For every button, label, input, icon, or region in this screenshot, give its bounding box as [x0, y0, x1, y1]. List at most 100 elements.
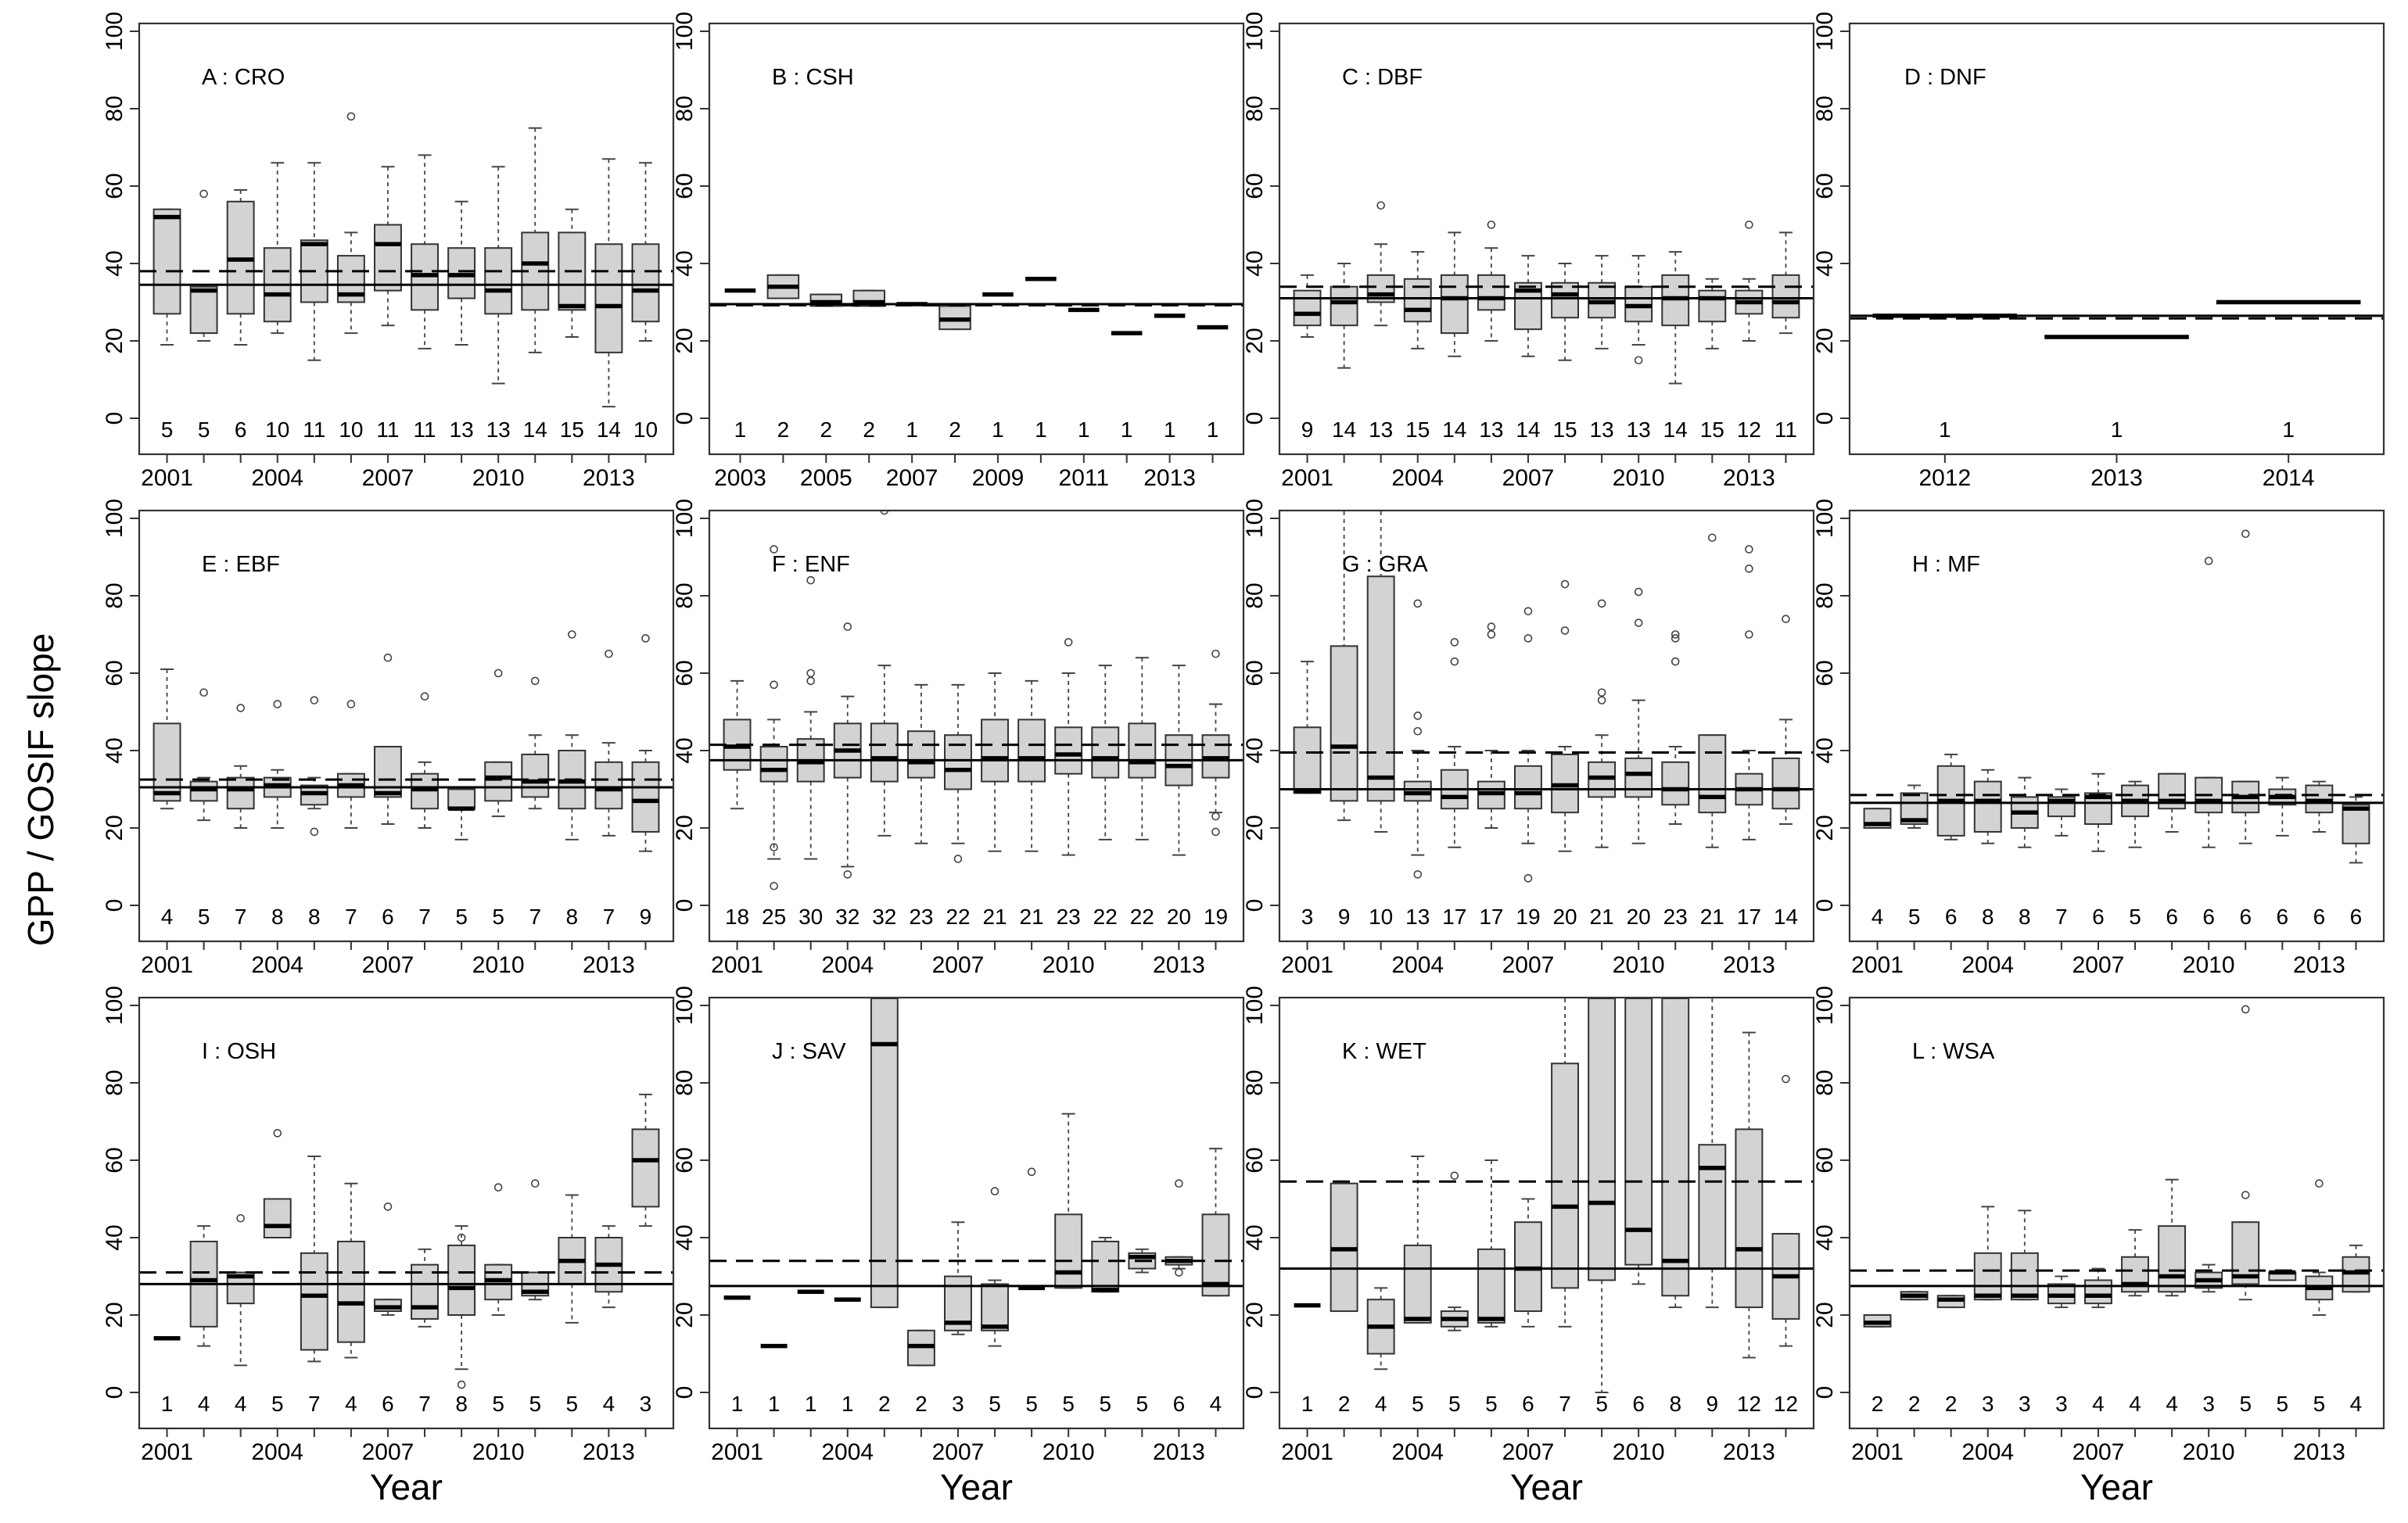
iqr-box [1661, 761, 1690, 806]
x-tick-label: 2010 [1613, 952, 1665, 978]
box-L-2012 [2268, 1270, 2297, 1281]
box-A-2006 [336, 112, 365, 335]
count-label-K-2005: 5 [1448, 1392, 1461, 1416]
box-E-2004 [263, 700, 292, 829]
count-label-J-2001: 1 [731, 1392, 744, 1416]
count-label-B-2006: 2 [863, 417, 875, 442]
box-G-2011 [1661, 630, 1690, 826]
count-label-A-2010: 13 [486, 417, 511, 442]
box-J-2008 [981, 1187, 1009, 1347]
y-tick-label: 80 [672, 582, 698, 608]
box-A-2014 [631, 162, 660, 342]
outlier-point [1745, 564, 1753, 573]
x-tick-label: 2013 [1723, 465, 1775, 491]
count-label-I-2010: 5 [492, 1392, 504, 1416]
x-tick-label: 2010 [2183, 1439, 2235, 1465]
panels-group: 5 5 6 10 11 10 11 11 13 13 14 15 14 10A : CRO02040608… [102, 12, 2385, 1465]
outlier-point [1413, 870, 1423, 879]
box-C-2013 [1735, 220, 1764, 342]
box-A-2011 [521, 127, 550, 353]
count-label-F-2002: 25 [762, 905, 786, 929]
y-tick-label: 40 [1812, 737, 1838, 763]
outlier-point [1523, 634, 1533, 643]
y-tick-label: 60 [102, 173, 127, 199]
y-tick-label: 100 [102, 499, 127, 538]
count-label-I-2001: 1 [161, 1392, 174, 1416]
outlier-point [383, 653, 393, 662]
panel-frame-K [1278, 996, 1815, 1430]
iqr-box [1551, 281, 1579, 319]
count-label-F-2006: 23 [909, 905, 933, 929]
count-label-I-2013: 4 [603, 1392, 615, 1416]
count-label-I-2005: 7 [308, 1392, 321, 1416]
box-E-2008 [411, 692, 439, 829]
iqr-box [1293, 289, 1322, 327]
x-tick-label: 2007 [1502, 1439, 1555, 1465]
count-label-I-2002: 4 [198, 1392, 210, 1416]
box-L-2001 [1863, 1314, 1892, 1328]
box-K-2002 [1330, 1182, 1358, 1313]
count-label-H-2008: 5 [2129, 905, 2141, 929]
count-label-C-2008: 15 [1552, 417, 1577, 442]
x-tick-label: 2001 [1281, 952, 1333, 978]
x-tick-label: 2010 [1043, 1439, 1095, 1465]
iqr-box [411, 1263, 439, 1320]
iqr-box [1698, 289, 1727, 323]
iqr-box [981, 718, 1009, 783]
iqr-box [1624, 998, 1653, 1266]
iqr-box [1661, 998, 1690, 1297]
count-label-G-2007: 19 [1516, 905, 1540, 929]
iqr-box [870, 998, 899, 1309]
iqr-box [1624, 757, 1653, 798]
count-label-I-2012: 5 [566, 1392, 579, 1416]
count-label-G-2010: 20 [1627, 905, 1651, 929]
box-H-2007 [2084, 772, 2112, 852]
box-B-2004 [766, 274, 800, 299]
box-H-2011 [2231, 529, 2260, 844]
count-label-G-2011: 23 [1663, 905, 1688, 929]
box-J-2014 [1201, 1148, 1230, 1297]
count-label-K-2007: 6 [1522, 1392, 1534, 1416]
iqr-box [594, 761, 623, 810]
x-tick-label: 2013 [2293, 952, 2345, 978]
count-label-A-2008: 11 [413, 417, 436, 442]
box-C-2011 [1661, 251, 1690, 385]
plot-area-J [709, 998, 1243, 1367]
y-tick-label: 0 [102, 412, 127, 425]
x-tick-label: 2004 [251, 952, 303, 978]
count-label-H-2014: 6 [2350, 905, 2363, 929]
outlier-point [806, 676, 815, 686]
box-L-2009 [2158, 1178, 2187, 1297]
count-label-I-2006: 4 [345, 1392, 357, 1416]
x-tick-label: 2004 [1391, 465, 1444, 491]
count-label-I-2014: 3 [640, 1392, 652, 1416]
box-G-2008 [1551, 579, 1579, 852]
y-tick-label: 20 [102, 1302, 127, 1328]
y-tick-label: 60 [1812, 173, 1838, 199]
outlier-point [770, 881, 778, 891]
x-tick-label: 2010 [1613, 465, 1665, 491]
box-L-2005 [2010, 1209, 2039, 1301]
y-tick-label: 60 [1242, 660, 1268, 686]
count-label-F-2012: 22 [1130, 905, 1154, 929]
x-tick-label: 2001 [711, 952, 763, 978]
outlier-point [770, 680, 778, 690]
box-K-2013 [1735, 1031, 1764, 1359]
count-label-A-2009: 13 [450, 417, 474, 442]
box-C-2007 [1514, 255, 1542, 357]
box-G-2010 [1624, 587, 1653, 844]
plot-area-B [709, 274, 1243, 335]
x-tick-label: 2014 [2263, 465, 2315, 491]
y-tick-label: 20 [1242, 328, 1268, 353]
x-tick-label: 2007 [1502, 952, 1555, 978]
count-label-C-2009: 13 [1590, 417, 1614, 442]
box-I-2011 [521, 1179, 550, 1301]
y-tick-label: 0 [1812, 412, 1838, 425]
x-tick-label: 2010 [472, 465, 525, 491]
x-tick-label: 2004 [251, 1439, 303, 1465]
count-label-B-2010: 1 [1035, 417, 1047, 442]
count-label-H-2007: 6 [2092, 905, 2105, 929]
outlier-point [1450, 1171, 1459, 1181]
